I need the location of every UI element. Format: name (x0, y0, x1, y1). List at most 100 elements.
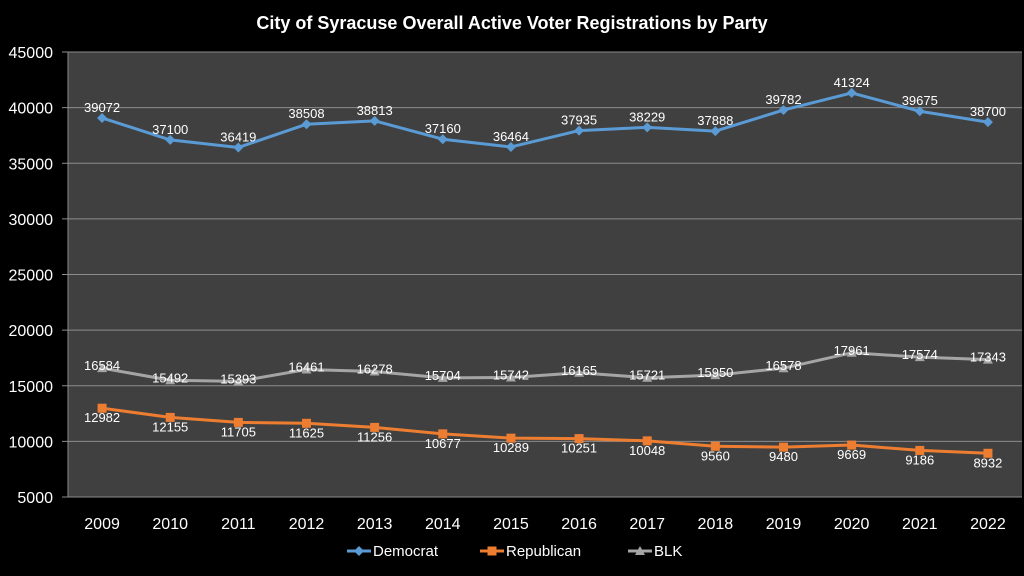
legend-marker-icon (635, 546, 645, 555)
data-label: 9560 (701, 448, 730, 463)
data-point (574, 125, 585, 136)
series-line (101, 406, 988, 455)
data-label: 10251 (561, 441, 597, 456)
data-point (574, 434, 584, 444)
data-point (778, 105, 789, 116)
data-point (437, 134, 448, 145)
legend-marker-icon (487, 546, 497, 556)
data-point (574, 367, 585, 377)
data-point (369, 115, 380, 126)
data-label: 37100 (152, 122, 188, 137)
data-label: 11256 (357, 429, 392, 444)
data-label: 15393 (220, 371, 256, 386)
data-point (846, 347, 857, 357)
series-blk (97, 347, 993, 386)
x-tick-label: 2020 (834, 516, 870, 533)
data-label: 11625 (289, 425, 324, 440)
legend-label: Democrat (373, 543, 439, 560)
data-point (982, 117, 993, 128)
data-label: 10289 (493, 440, 529, 455)
data-label: 39782 (765, 92, 801, 107)
data-point (97, 403, 107, 413)
data-label: 12155 (152, 419, 188, 434)
data-label: 15704 (425, 368, 461, 383)
data-point (846, 87, 857, 98)
x-tick-label: 2018 (698, 516, 734, 533)
data-point (97, 112, 108, 123)
data-label: 15742 (493, 367, 529, 382)
x-tick-label: 2016 (561, 516, 597, 533)
data-point (505, 141, 516, 152)
series-line (101, 351, 988, 383)
x-tick-label: 2014 (425, 516, 461, 533)
series-group (97, 87, 993, 458)
data-label: 16584 (84, 358, 120, 373)
legend-item-democrat: Democrat (347, 543, 439, 560)
data-label: 17961 (834, 343, 870, 358)
y-tick-label: 20000 (9, 323, 54, 340)
x-tick-label: 2022 (970, 516, 1006, 533)
data-label: 10048 (629, 443, 665, 458)
y-tick-label: 45000 (9, 45, 54, 62)
data-point (710, 126, 721, 137)
x-tick-label: 2010 (152, 516, 188, 533)
data-label: 9480 (769, 449, 798, 464)
y-tick-label: 15000 (9, 379, 54, 396)
data-point (779, 442, 788, 452)
data-label: 38700 (970, 104, 1006, 119)
data-point (165, 375, 176, 385)
data-point (505, 372, 516, 382)
data-labels: 39072 37100 36419 38508 38813 37160 36464 37935… (84, 75, 1006, 470)
data-label: 39675 (902, 93, 938, 108)
data-point (369, 366, 380, 376)
x-tick-label: 2021 (902, 516, 938, 533)
x-tick-label: 2019 (766, 516, 802, 533)
y-tick-label: 25000 (9, 268, 54, 285)
legend-label: Republican (506, 543, 581, 560)
legend-label: BLK (654, 543, 682, 560)
data-label: 8932 (973, 455, 1002, 470)
data-label: 16578 (765, 358, 801, 373)
legend: Democrat Republican BLK (347, 543, 682, 560)
data-point (982, 354, 993, 364)
data-point (778, 363, 789, 373)
series-line (101, 91, 989, 149)
data-point (165, 134, 176, 145)
y-axis-ticks: 5000 10000 15000 20000 25000 30000 35000 40000 4… (9, 45, 68, 507)
data-label: 16278 (357, 362, 393, 377)
data-point (233, 142, 244, 153)
legend-marker-icon (354, 546, 364, 556)
x-tick-label: 2011 (221, 516, 256, 533)
data-label: 16165 (561, 363, 597, 378)
data-label: 9186 (905, 452, 934, 467)
data-label: 15721 (629, 368, 665, 383)
data-point (642, 122, 653, 133)
y-tick-label: 30000 (9, 212, 54, 229)
data-point (233, 417, 243, 427)
data-point (914, 106, 925, 117)
x-tick-label: 2017 (629, 516, 665, 533)
data-point (438, 429, 448, 439)
data-point (233, 376, 244, 386)
data-label: 38813 (357, 103, 393, 118)
data-label: 16461 (288, 359, 324, 374)
data-label: 38508 (288, 106, 324, 121)
y-tick-label: 5000 (17, 490, 53, 507)
data-label: 36419 (220, 129, 256, 144)
data-point (642, 372, 653, 382)
data-label: 39072 (84, 100, 120, 115)
x-axis-ticks: 2009 2010 2011 2012 2013 2014 2015 2016 2017 2018… (84, 516, 1006, 533)
data-label: 38229 (629, 109, 665, 124)
data-point (915, 445, 925, 455)
y-tick-label: 10000 (9, 434, 54, 451)
data-label: 11705 (221, 424, 256, 439)
data-point (847, 440, 857, 450)
data-label: 9669 (837, 447, 866, 462)
series-republican (97, 403, 993, 458)
data-point (302, 418, 311, 428)
data-point (914, 352, 925, 362)
y-tick-label: 40000 (9, 101, 54, 118)
data-label: 37935 (561, 113, 597, 128)
data-label: 36464 (493, 129, 529, 144)
